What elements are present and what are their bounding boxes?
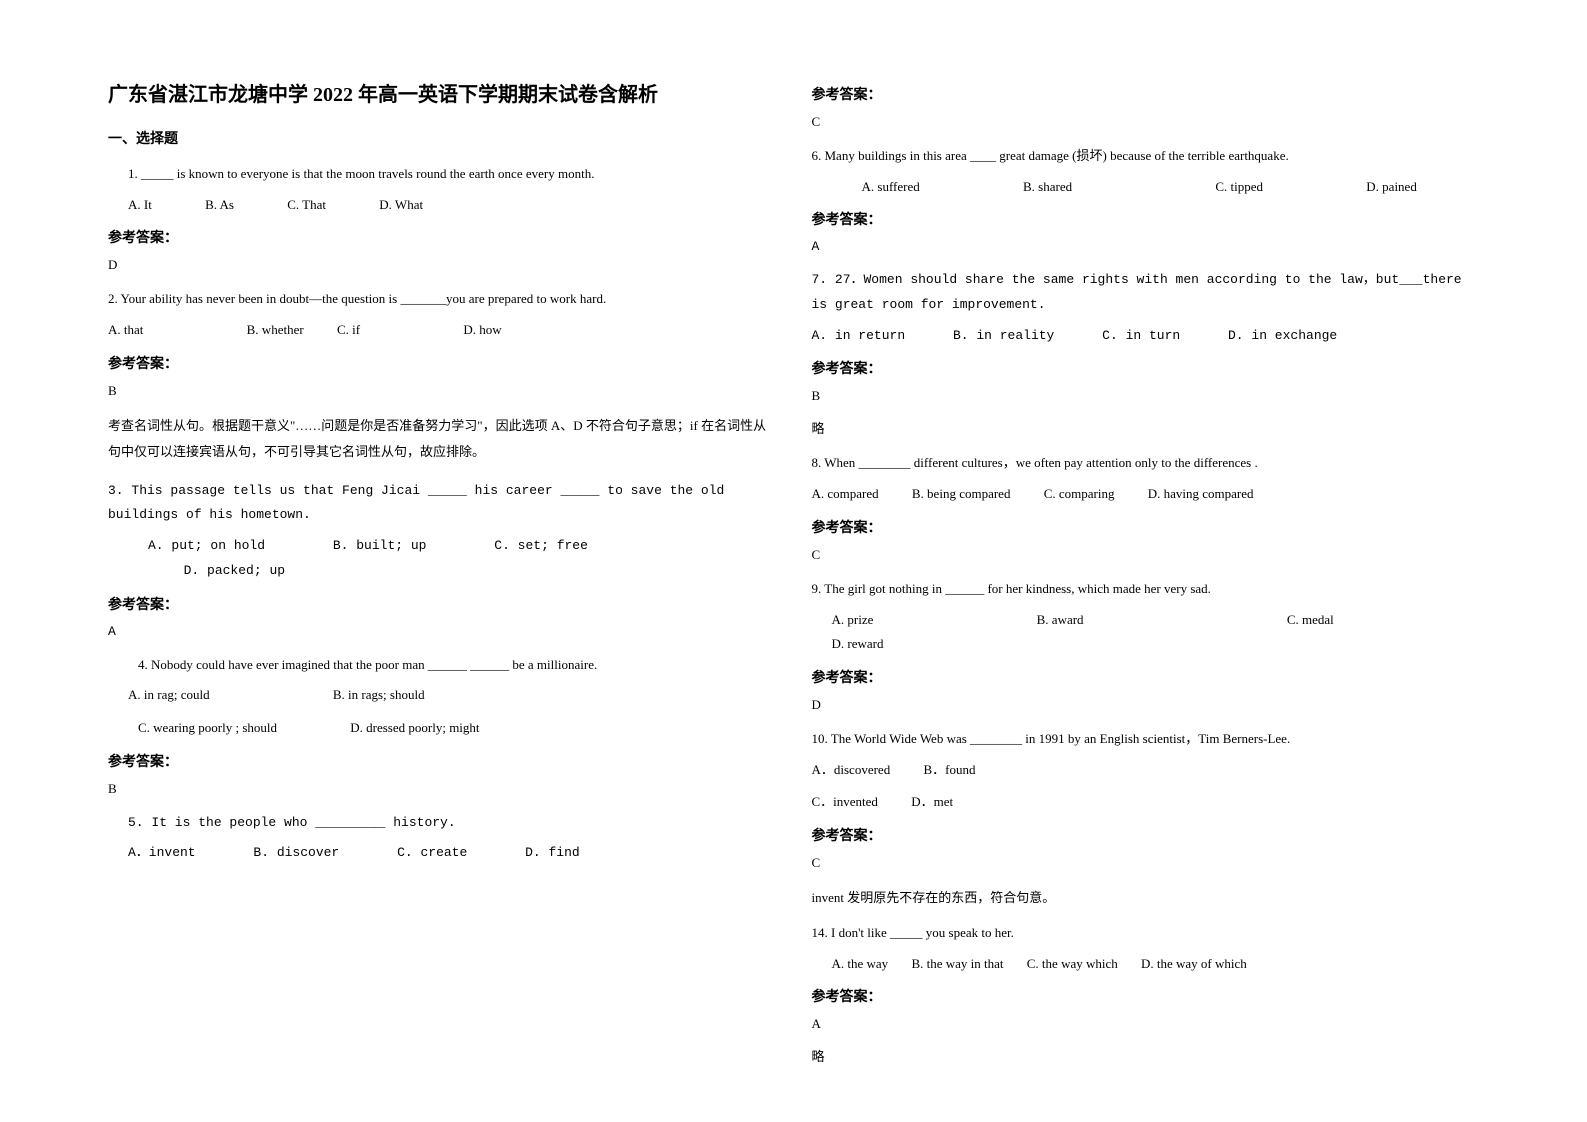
q14-options: A. the way B. the way in that C. the way… bbox=[812, 952, 1480, 977]
q7-answer: B bbox=[812, 388, 1480, 404]
q1-opt-a: A. It bbox=[128, 193, 152, 218]
q6-opt-b: B. shared bbox=[1023, 175, 1072, 200]
q5-opt-c: C. create bbox=[397, 841, 467, 866]
q5-opt-b: B. discover bbox=[253, 841, 339, 866]
q6-text: 6. Many buildings in this area ____ grea… bbox=[812, 144, 1480, 169]
q7-options: A. in return B. in reality C. in turn D.… bbox=[812, 324, 1480, 349]
q1-answer-label: 参考答案： bbox=[108, 227, 776, 247]
q8-text: 8. When ________ different cultures，we o… bbox=[812, 451, 1480, 476]
q14-extra: 略 bbox=[812, 1046, 1480, 1065]
q9-options: A. prize B. award C. medal D. reward bbox=[812, 608, 1480, 657]
q2-answer-label: 参考答案： bbox=[108, 353, 776, 373]
q8-opt-c: C. comparing bbox=[1044, 482, 1115, 507]
q8-answer: C bbox=[812, 547, 1480, 563]
q1-opt-b: B. As bbox=[205, 193, 234, 218]
q6-opt-d: D. pained bbox=[1366, 175, 1417, 200]
q7-answer-label: 参考答案： bbox=[812, 358, 1480, 378]
q1-options: A. It B. As C. That D. What bbox=[108, 193, 776, 218]
q10-opt-d: D．met bbox=[911, 790, 953, 815]
q4-opt-a: A. in rag; could bbox=[128, 683, 210, 708]
q8-opt-b: B. being compared bbox=[912, 482, 1011, 507]
q4-opt-b: B. in rags; should bbox=[333, 683, 425, 708]
q14-opt-c: C. the way which bbox=[1027, 952, 1118, 977]
q3-opt-d: D. packed; up bbox=[184, 559, 285, 584]
q8-answer-label: 参考答案： bbox=[812, 517, 1480, 537]
q8-opt-d: D. having compared bbox=[1148, 482, 1254, 507]
q6-answer-label: 参考答案： bbox=[812, 209, 1480, 229]
q14-answer: A bbox=[812, 1016, 1480, 1032]
q14-answer-label: 参考答案： bbox=[812, 986, 1480, 1006]
q5-answer: C bbox=[812, 114, 1480, 130]
q2-text: 2. Your ability has never been in doubt—… bbox=[108, 287, 776, 312]
q10-opt-b: B．found bbox=[923, 758, 975, 783]
q3-text: 3. This passage tells us that Feng Jicai… bbox=[108, 479, 776, 528]
q2-opt-b: B. whether bbox=[247, 318, 304, 343]
q7-opt-c: C. in turn bbox=[1102, 324, 1180, 349]
q14-opt-b: B. the way in that bbox=[911, 952, 1003, 977]
q9-answer-label: 参考答案： bbox=[812, 667, 1480, 687]
q10-answer: C bbox=[812, 855, 1480, 871]
q8-options: A. compared B. being compared C. compari… bbox=[812, 482, 1480, 507]
q1-opt-c: C. That bbox=[287, 193, 326, 218]
q1-opt-d: D. What bbox=[379, 193, 423, 218]
section-heading: 一、选择题 bbox=[108, 128, 776, 148]
q10-explanation: invent 发明原先不存在的东西，符合句意。 bbox=[812, 885, 1480, 911]
q2-opt-d: D. how bbox=[463, 318, 501, 343]
q3-answer: A bbox=[108, 624, 776, 639]
q2-explanation: 考查名词性从句。根据题干意义"……问题是你是否准备努力学习"，因此选项 A、D … bbox=[108, 413, 776, 465]
q3-opt-a: A. put; on hold bbox=[148, 534, 265, 559]
q14-text: 14. I don't like _____ you speak to her. bbox=[812, 921, 1480, 946]
q5-options: A．invent B. discover C. create D. find bbox=[108, 841, 776, 866]
q4-text: 4. Nobody could have ever imagined that … bbox=[108, 653, 776, 678]
q4-options-row2: C. wearing poorly ; should D. dressed po… bbox=[108, 716, 776, 741]
q6-answer: A bbox=[812, 239, 1480, 254]
q2-options: A. that B. whether C. if D. how bbox=[108, 318, 776, 343]
q9-opt-b: B. award bbox=[1037, 608, 1084, 633]
q9-answer: D bbox=[812, 697, 1480, 713]
q6-options: A. suffered B. shared C. tipped D. paine… bbox=[812, 175, 1480, 200]
q10-options-row1: A．discovered B．found bbox=[812, 758, 1480, 783]
q7-opt-b: B. in reality bbox=[953, 324, 1054, 349]
q3-answer-label: 参考答案： bbox=[108, 594, 776, 614]
q9-opt-c: C. medal bbox=[1287, 608, 1334, 633]
q1-answer: D bbox=[108, 257, 776, 273]
q4-opt-d: D. dressed poorly; might bbox=[350, 716, 479, 741]
q7-extra: 略 bbox=[812, 418, 1480, 437]
q7-text: 7. 27．Women should share the same rights… bbox=[812, 268, 1480, 317]
q7-opt-a: A. in return bbox=[812, 324, 906, 349]
q9-opt-d: D. reward bbox=[832, 632, 884, 657]
q9-text: 9. The girl got nothing in ______ for he… bbox=[812, 577, 1480, 602]
q4-opt-c: C. wearing poorly ; should bbox=[138, 716, 277, 741]
right-column: 参考答案： C 6. Many buildings in this area _… bbox=[794, 80, 1498, 1042]
q2-opt-c: C. if bbox=[337, 318, 360, 343]
q3-opt-b: B. built; up bbox=[333, 534, 427, 559]
q10-opt-a: A．discovered bbox=[812, 758, 891, 783]
q3-options: A. put; on hold B. built; up C. set; fre… bbox=[108, 534, 776, 583]
q2-answer: B bbox=[108, 383, 776, 399]
q5-answer-label: 参考答案： bbox=[812, 84, 1480, 104]
q5-opt-d: D. find bbox=[525, 841, 580, 866]
exam-title: 广东省湛江市龙塘中学 2022 年高一英语下学期期末试卷含解析 bbox=[108, 80, 776, 110]
q10-opt-c: C．invented bbox=[812, 790, 878, 815]
q6-opt-c: C. tipped bbox=[1215, 175, 1263, 200]
q2-opt-a: A. that bbox=[108, 318, 143, 343]
left-column: 广东省湛江市龙塘中学 2022 年高一英语下学期期末试卷含解析 一、选择题 1.… bbox=[90, 80, 794, 1042]
q10-answer-label: 参考答案： bbox=[812, 825, 1480, 845]
q4-answer: B bbox=[108, 781, 776, 797]
q9-opt-a: A. prize bbox=[832, 608, 874, 633]
q1-text: 1. _____ is known to everyone is that th… bbox=[108, 162, 776, 187]
q10-options-row2: C．invented D．met bbox=[812, 790, 1480, 815]
q14-opt-d: D. the way of which bbox=[1141, 952, 1247, 977]
q7-opt-d: D. in exchange bbox=[1228, 324, 1337, 349]
q5-opt-a: A．invent bbox=[128, 841, 196, 866]
q4-options-row1: A. in rag; could B. in rags; should bbox=[108, 683, 776, 708]
q5-text: 5. It is the people who _________ histor… bbox=[108, 811, 776, 836]
q10-text: 10. The World Wide Web was ________ in 1… bbox=[812, 727, 1480, 752]
q3-opt-c: C. set; free bbox=[494, 534, 588, 559]
q8-opt-a: A. compared bbox=[812, 482, 879, 507]
q4-answer-label: 参考答案： bbox=[108, 751, 776, 771]
q6-opt-a: A. suffered bbox=[862, 175, 920, 200]
q14-opt-a: A. the way bbox=[832, 952, 889, 977]
